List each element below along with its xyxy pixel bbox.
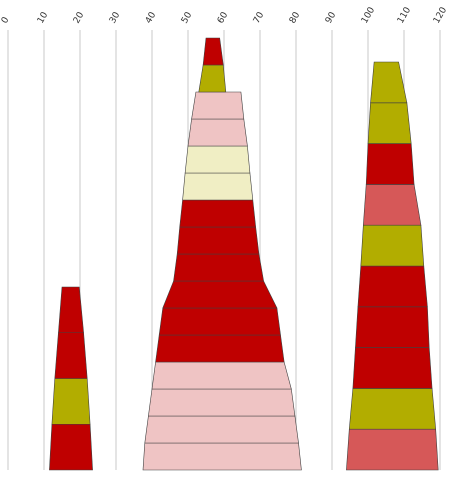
column-2-segment-11 [182, 172, 254, 201]
column-1-segment-4 [58, 286, 84, 334]
tick-label-40: 40 [144, 10, 159, 25]
column-2-segment-3 [148, 388, 296, 417]
column-1-segment-2 [51, 378, 91, 425]
tick-label-110: 110 [396, 5, 413, 25]
column-3-segment-2 [348, 388, 437, 430]
column-1 [49, 286, 93, 471]
column-3-segment-6 [360, 224, 425, 267]
tick-label-120: 120 [432, 5, 449, 25]
tick-label-60: 60 [216, 10, 231, 25]
column-2-segment-4 [151, 361, 292, 390]
column-3-segment-3 [352, 347, 433, 389]
tapered-columns [49, 37, 439, 471]
column-2-segment-12 [184, 145, 251, 174]
column-2-segment-5 [155, 334, 285, 363]
column-3-segment-7 [362, 184, 422, 226]
column-3-segment-1 [346, 428, 439, 471]
column-2-segment-13 [187, 118, 248, 147]
column-1-segment-1 [49, 423, 93, 471]
column-2-segment-1 [142, 442, 302, 471]
column-3-segment-4 [355, 306, 430, 348]
x-axis-tick-labels: 0 10 20 30 40 50 60 70 80 90 100 110 120 [0, 5, 449, 25]
column-2-segment-15 [198, 64, 227, 93]
column-2-segment-8 [173, 253, 264, 282]
column-2-segment-10 [179, 199, 257, 228]
tick-label-50: 50 [180, 10, 195, 25]
column-1-segment-3 [54, 332, 88, 379]
tick-label-20: 20 [72, 10, 87, 25]
column-2-segment-14 [191, 91, 245, 120]
column-2-segment-6 [158, 307, 281, 336]
column-2-segment-9 [176, 226, 260, 255]
tick-label-30: 30 [108, 10, 123, 25]
tick-label-10: 10 [36, 10, 51, 25]
column-2-segment-2 [144, 415, 299, 444]
tick-label-80: 80 [288, 10, 303, 25]
column-3-segment-10 [370, 61, 408, 104]
tick-label-100: 100 [360, 5, 377, 25]
column-3-segment-9 [367, 102, 412, 144]
column-2-segment-16 [202, 37, 224, 66]
tick-label-90: 90 [324, 10, 339, 25]
column-2 [142, 37, 302, 471]
column-3 [346, 61, 439, 471]
tick-label-0: 0 [0, 15, 12, 25]
column-3-segment-8 [365, 143, 415, 185]
column-2-segment-7 [162, 280, 278, 309]
tick-label-70: 70 [252, 10, 267, 25]
column-3-segment-5 [357, 265, 428, 308]
